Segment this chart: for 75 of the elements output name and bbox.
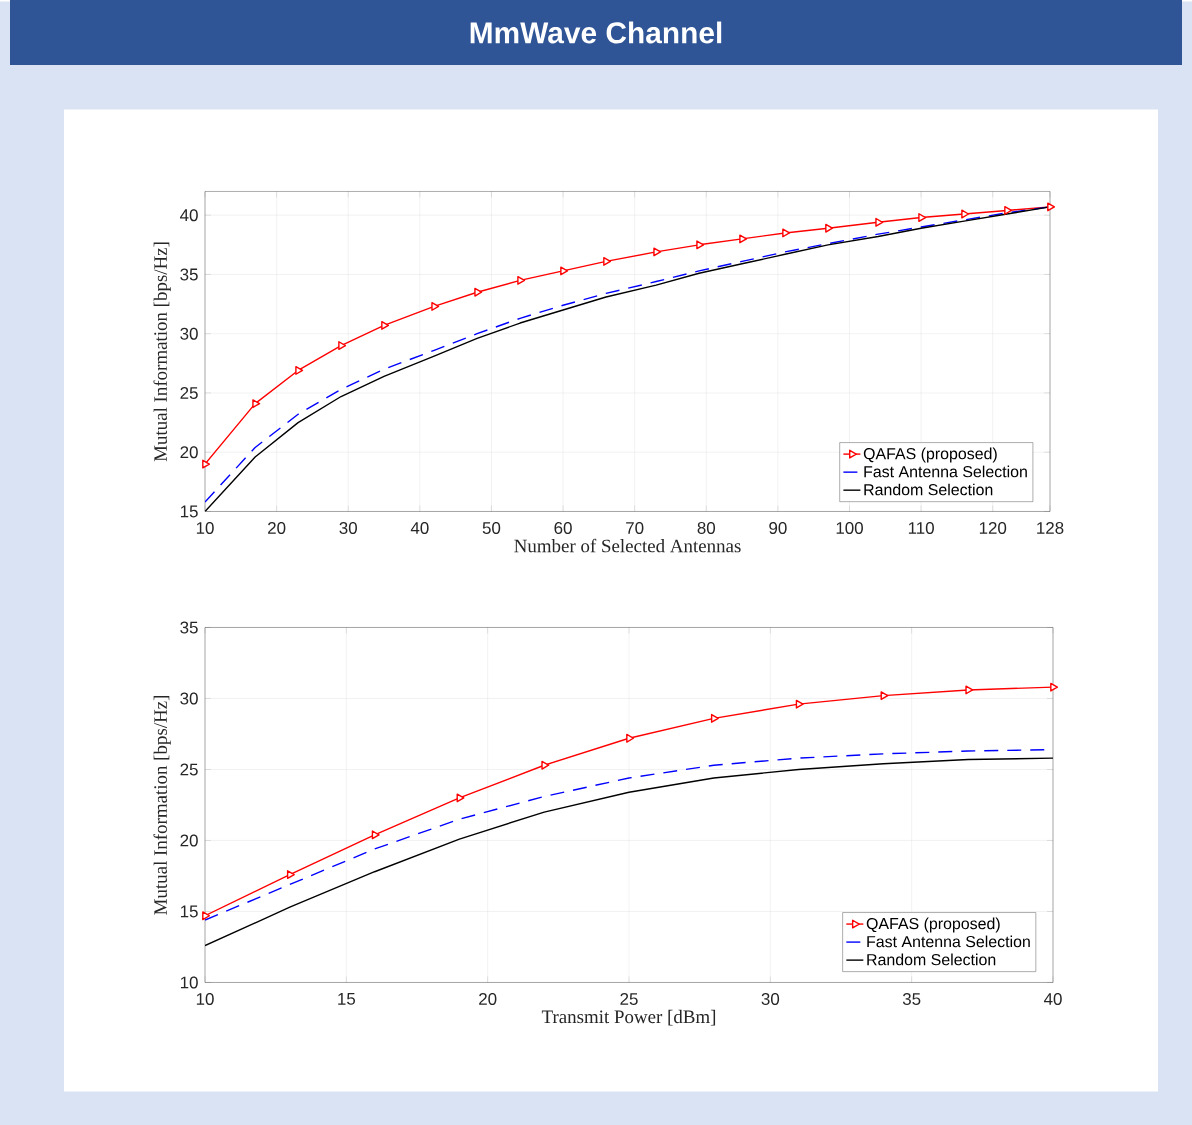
x-tick-label: 15: [338, 992, 356, 1005]
y-tick-label: 20: [180, 834, 198, 847]
point: [961, 209, 970, 219]
point: [696, 240, 705, 250]
point: [202, 459, 211, 469]
x-axis-title: Transmit Power [dBm]: [541, 1009, 716, 1026]
y-tick-label: 25: [180, 763, 198, 776]
y-axis-title: Mutual Information [bps/Hz]: [153, 242, 171, 462]
line-series: [205, 757, 1054, 947]
point: [626, 733, 635, 743]
y-tick-label: 40: [180, 208, 198, 221]
x-tick-label: 90: [769, 521, 787, 534]
y-tick-label: 30: [180, 692, 198, 705]
x-tick-label: 50: [482, 521, 501, 534]
point: [710, 713, 719, 723]
y-tick-label: 30: [180, 327, 198, 340]
x-axis-title: Number of Selected Antennas: [514, 538, 741, 553]
point: [1004, 205, 1013, 215]
legend-label: QAFAS (proposed): [863, 447, 997, 463]
point: [918, 212, 927, 222]
x-tick-label: 25: [620, 992, 638, 1005]
point: [653, 247, 662, 257]
y-tick-label: 20: [180, 445, 198, 458]
chart-title: MmWave Channel: [470, 21, 722, 44]
y-tick-label: 15: [180, 505, 198, 518]
point: [782, 228, 791, 238]
point: [517, 275, 526, 285]
point: [252, 398, 261, 408]
point: [371, 830, 380, 840]
point: [560, 266, 569, 276]
legend-label: Random Selection: [867, 953, 996, 966]
x-tick-label: 120: [979, 521, 1007, 534]
y-tick-label: 25: [180, 386, 198, 399]
legend-label: QAFAS (proposed): [866, 917, 1000, 933]
point: [825, 223, 834, 233]
x-tick-label: 128: [1037, 521, 1064, 534]
x-tick-label: 10: [196, 521, 214, 534]
x-tick-label: 20: [268, 521, 286, 534]
y-tick-label: 35: [180, 268, 198, 281]
x-tick-label: 110: [908, 521, 934, 534]
legend-label: Fast Antenna Selection: [867, 935, 1030, 948]
y-tick-label: 10: [180, 976, 198, 989]
point: [541, 760, 550, 770]
point: [739, 234, 748, 244]
x-tick-label: 40: [410, 521, 429, 534]
x-tick-label: 30: [761, 992, 780, 1005]
x-tick-label: 70: [626, 521, 644, 534]
y-axis-title: Mutual Information [bps/Hz]: [153, 695, 171, 915]
point: [965, 685, 974, 695]
x-tick-label: 100: [836, 521, 863, 534]
legend-label: Random Selection: [864, 483, 993, 496]
point: [795, 699, 804, 709]
point: [456, 793, 465, 803]
y-tick-label: 15: [180, 905, 198, 918]
x-tick-label: 60: [554, 521, 572, 534]
point: [338, 340, 347, 350]
point: [1050, 682, 1059, 692]
point: [603, 256, 612, 266]
point: [381, 320, 390, 330]
point: [286, 869, 295, 879]
point: [1047, 202, 1056, 212]
x-tick-label: 30: [339, 521, 357, 534]
x-tick-label: 35: [902, 992, 921, 1005]
x-tick-label: 40: [1043, 992, 1062, 1005]
point: [431, 301, 440, 311]
legend-label: Fast Antenna Selection: [864, 465, 1027, 478]
point: [474, 287, 483, 297]
y-tick-label: 35: [180, 621, 198, 634]
point: [202, 911, 211, 920]
x-tick-label: 20: [479, 992, 497, 1005]
x-tick-label: 80: [697, 521, 716, 534]
point: [875, 217, 884, 227]
point: [880, 690, 889, 700]
x-tick-label: 10: [196, 992, 214, 1005]
point: [295, 365, 304, 375]
